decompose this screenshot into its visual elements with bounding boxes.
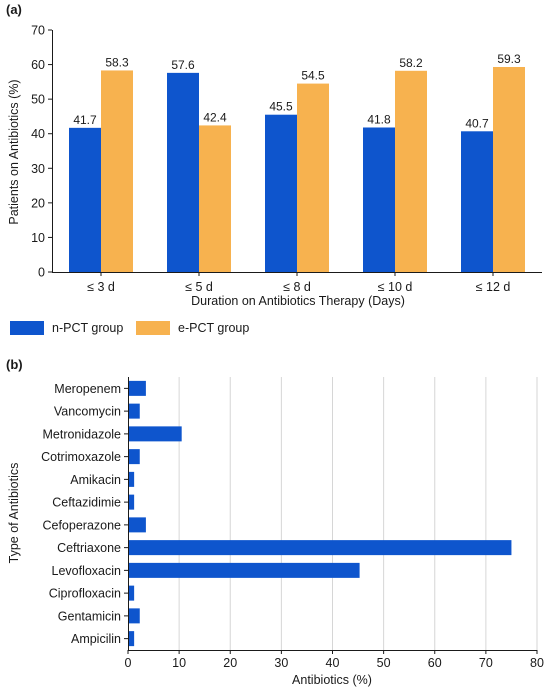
chart-b-x-tick-label: 70 — [479, 656, 493, 670]
chart-a-x-tick-label: ≤ 8 d — [283, 280, 311, 294]
bar-e-pct — [493, 66, 525, 273]
chart-b-category-label: Ceftriaxone — [57, 541, 121, 555]
chart-b-x-axis-title: Antibiotics (%) — [292, 673, 372, 687]
chart-a-y-ticks: 0 10 20 30 40 50 60 70 — [31, 24, 52, 280]
chart-b-category-label: Ceftazidimie — [52, 496, 121, 510]
chart-a-y-tick-label: 0 — [38, 266, 45, 280]
chart-b-gridlines — [178, 377, 538, 650]
chart-b-x-ticks: 0 10 20 30 40 50 60 70 80 — [125, 650, 544, 670]
bar-antibiotic — [128, 494, 135, 510]
bar-antibiotic — [128, 426, 182, 442]
chart-a-x-tick-label: ≤ 10 d — [378, 280, 413, 294]
chart-b-category-label: Metronidazole — [42, 427, 121, 441]
bar-antibiotic — [128, 449, 140, 465]
bar-n-pct — [461, 131, 493, 272]
chart-a-x-axis-title: Duration on Antibiotics Therapy (Days) — [191, 294, 405, 308]
chart-a-data-labels: 41.7 58.3 57.6 42.4 45.5 54.5 41.8 58.2 40.7 59.3 — [73, 52, 521, 130]
chart-b-x-tick-label: 20 — [223, 656, 237, 670]
bar-n-pct — [167, 72, 199, 273]
legend-label-e-pct: e-PCT group — [178, 321, 249, 335]
chart-b-x-tick-label: 50 — [377, 656, 391, 670]
bar-antibiotic — [128, 540, 512, 556]
chart-b-category-label: Cotrimoxazole — [41, 450, 121, 464]
chart-a-data-label: 40.7 — [465, 116, 489, 130]
bar-n-pct — [363, 127, 395, 273]
chart-a-data-label: 58.2 — [399, 56, 423, 70]
chart-a-data-label: 41.8 — [367, 112, 391, 126]
bar-antibiotic — [128, 403, 140, 419]
bar-antibiotic — [128, 380, 146, 396]
chart-a-y-tick-label: 10 — [31, 231, 45, 245]
chart-a-y-tick-label: 70 — [31, 24, 45, 38]
chart-b-category-label: Meropenem — [54, 382, 121, 396]
bar-antibiotic — [128, 608, 140, 624]
chart-a-y-tick-label: 40 — [31, 127, 45, 141]
bar-n-pct — [265, 114, 297, 272]
chart-b-category-labels: Meropenem Vancomycin Metronidazole Cotrimox… — [41, 382, 128, 646]
bar-n-pct — [69, 127, 101, 272]
chart-a-x-ticks: ≤ 3 d ≤ 5 d ≤ 8 d ≤ 10 d ≤ 12 d — [87, 272, 510, 294]
bar-e-pct — [395, 70, 427, 273]
chart-a-y-tick-label: 60 — [31, 58, 45, 72]
legend-swatch-n-pct — [10, 321, 44, 335]
bar-e-pct — [199, 125, 231, 272]
chart-b-category-label: Ciprofloxacin — [49, 587, 121, 601]
chart-a-x-tick-label: ≤ 3 d — [87, 280, 115, 294]
chart-b-x-tick-label: 80 — [530, 656, 544, 670]
chart-b-x-tick-label: 0 — [125, 656, 132, 670]
panel-label-b: (b) — [6, 357, 23, 372]
chart-a: (a) 0 10 20 30 40 50 60 70 41.7 58.3 57.6 42.4 45.5… — [6, 2, 542, 308]
chart-b-x-tick-label: 30 — [274, 656, 288, 670]
chart-a-data-label: 42.4 — [203, 110, 227, 124]
chart-a-bars — [69, 66, 525, 273]
bar-antibiotic — [128, 517, 146, 533]
chart-b-category-label: Ampicilin — [71, 632, 121, 646]
bar-antibiotic — [128, 631, 135, 647]
chart-a-y-tick-label: 20 — [31, 196, 45, 210]
panel-label-a: (a) — [6, 2, 22, 17]
chart-a-y-axis-title: Patients on Antibiotics (%) — [7, 79, 21, 224]
chart-a-y-tick-label: 30 — [31, 162, 45, 176]
chart-a-data-label: 45.5 — [269, 100, 293, 114]
bar-antibiotic — [128, 562, 360, 578]
chart-b-category-label: Amikacin — [70, 473, 121, 487]
chart-a-data-label: 58.3 — [105, 55, 129, 69]
chart-a-x-tick-label: ≤ 12 d — [476, 280, 511, 294]
chart-a-data-label: 59.3 — [497, 52, 521, 66]
chart-b-x-tick-label: 60 — [428, 656, 442, 670]
chart-b-category-label: Vancomycin — [54, 405, 121, 419]
chart-b-category-label: Gentamicin — [58, 609, 121, 623]
legend-label-n-pct: n-PCT group — [52, 321, 123, 335]
chart-a-y-tick-label: 50 — [31, 93, 45, 107]
chart-b-y-axis-title: Type of Antibiotics — [7, 463, 21, 564]
chart-b-x-tick-label: 40 — [326, 656, 340, 670]
legend-swatch-e-pct — [136, 321, 170, 335]
chart-a-data-label: 54.5 — [301, 69, 325, 83]
chart-a-x-tick-label: ≤ 5 d — [185, 280, 213, 294]
bar-e-pct — [101, 70, 133, 272]
chart-b: (b) Meropenem Vancomycin Metronidazole Cotr… — [6, 357, 544, 687]
chart-a-data-label: 41.7 — [73, 113, 97, 127]
chart-b-category-label: Levofloxacin — [52, 564, 122, 578]
bar-antibiotic — [128, 585, 135, 601]
chart-a-data-label: 57.6 — [171, 58, 195, 72]
chart-b-category-label: Cefoperazone — [42, 518, 121, 532]
bar-e-pct — [297, 83, 329, 272]
chart-b-bars — [128, 380, 512, 647]
bar-antibiotic — [128, 471, 135, 487]
chart-a-legend: n-PCT group e-PCT group — [10, 321, 249, 335]
chart-b-x-tick-label: 10 — [172, 656, 186, 670]
